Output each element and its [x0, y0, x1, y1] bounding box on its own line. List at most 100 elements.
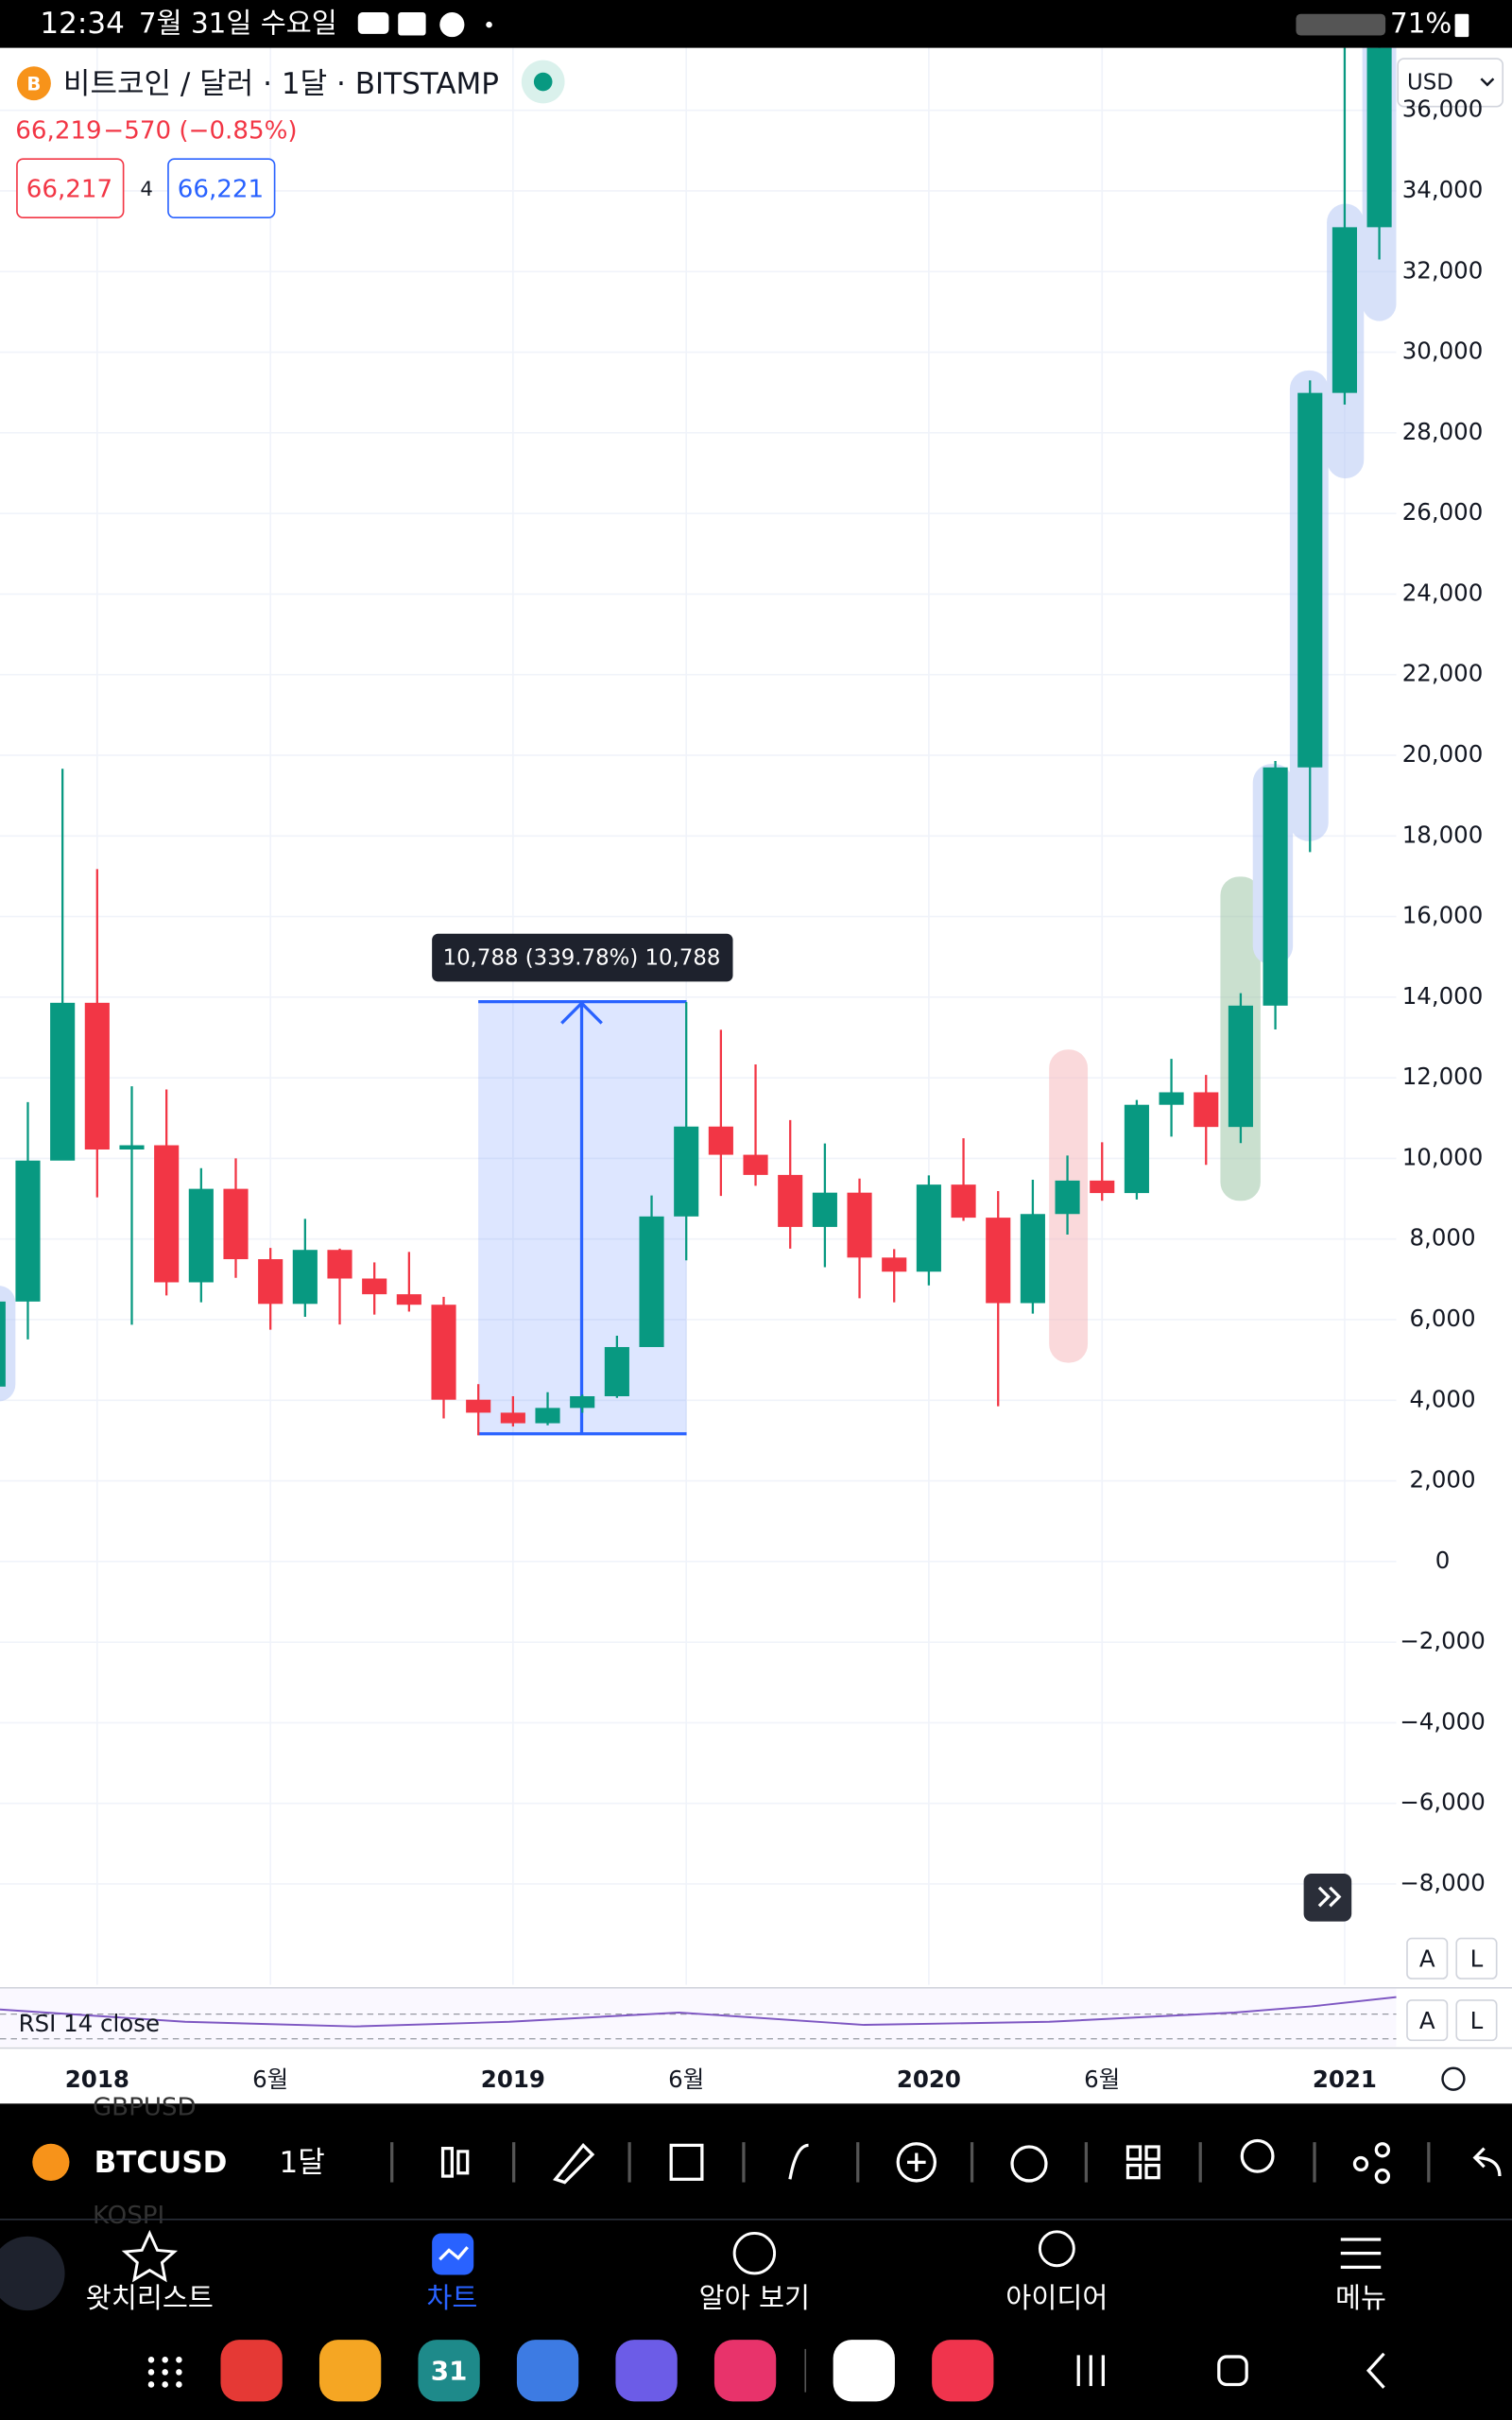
share-icon: [1374, 2142, 1391, 2158]
scroll-icon: [1317, 1886, 1332, 1908]
nav-item[interactable]: 차트: [426, 2282, 477, 2314]
y-tick-label: −2,000: [1400, 1627, 1486, 1654]
nav-bar: 왓치리스트 차트 알아 보기 아이디어 메뉴: [86, 2229, 1386, 2314]
candle-body: [1124, 1104, 1149, 1194]
nav-item[interactable]: 메뉴: [1335, 2282, 1386, 2314]
app-icon[interactable]: [318, 2340, 382, 2402]
candle-body: [362, 1278, 387, 1295]
y-tick-label: −8,000: [1400, 1869, 1486, 1896]
date: 7월 31일 수요일: [139, 8, 337, 40]
ghost-text: GBPUSD: [93, 2094, 197, 2122]
app-icon[interactable]: [615, 2340, 678, 2402]
ideas-icon[interactable]: [1038, 2230, 1075, 2268]
home-button[interactable]: [1217, 2355, 1248, 2387]
app-icon[interactable]: [516, 2340, 579, 2402]
clock: 12:34: [40, 7, 124, 41]
y-tick-label: 30,000: [1402, 337, 1484, 365]
candle-type-icon[interactable]: [440, 2147, 454, 2178]
apps-grid-icon[interactable]: [147, 2357, 182, 2388]
app-icon[interactable]: [713, 2340, 777, 2402]
y-tick-label: −6,000: [1400, 1789, 1486, 1816]
app-icon[interactable]: [932, 2340, 994, 2402]
app-icon[interactable]: [418, 2340, 480, 2402]
candle-body: [882, 1257, 907, 1272]
menu-icon[interactable]: [1340, 2238, 1382, 2269]
candle-body: [986, 1218, 1011, 1304]
draw-fab[interactable]: [0, 2236, 65, 2311]
undo-icon[interactable]: [1472, 2147, 1502, 2177]
layout-icon[interactable]: [1125, 2145, 1143, 2161]
alert-icon[interactable]: [1010, 2145, 1048, 2183]
ask-box[interactable]: [167, 158, 276, 219]
candle-body: [847, 1192, 872, 1258]
candle-body: [431, 1305, 456, 1400]
auto-scale: A: [1419, 2007, 1435, 2034]
draw-icon[interactable]: [552, 2142, 595, 2185]
coin-icon: [16, 66, 51, 101]
layout-icon: [1125, 2163, 1143, 2180]
y-tick-label: 2,000: [1409, 1466, 1475, 1494]
y-tick-label: 0: [1435, 1547, 1451, 1574]
candle-body: [1297, 392, 1323, 768]
price-change: −570 (−0.85%): [103, 116, 297, 145]
candle-body: [0, 1301, 6, 1387]
add-icon[interactable]: [896, 2142, 937, 2183]
idea-icon[interactable]: [1240, 2138, 1275, 2173]
app-icon[interactable]: [220, 2340, 283, 2402]
rsi-pane: [0, 1987, 1397, 2047]
dock: 31: [147, 2340, 1385, 2402]
settings-icon[interactable]: [1441, 2066, 1466, 2091]
candle-body: [500, 1412, 525, 1424]
layout-icon: [1144, 2145, 1160, 2161]
nav-item[interactable]: 왓치리스트: [86, 2282, 214, 2314]
currency-button[interactable]: [1397, 58, 1504, 108]
log-scale: L: [1470, 1945, 1484, 1972]
chart-icon-line: [438, 2246, 469, 2261]
auto-scale-button[interactable]: [1406, 1937, 1449, 1979]
status-icon: [439, 12, 465, 38]
y-tick-label: 14,000: [1402, 982, 1484, 1010]
explore-icon[interactable]: [732, 2231, 777, 2275]
log-scale-button[interactable]: [1455, 1999, 1498, 2042]
bid-box[interactable]: [16, 158, 125, 219]
toolbar-symbol[interactable]: BTCUSD: [94, 2146, 228, 2180]
x-tick-label: 6월: [1084, 2066, 1120, 2093]
nav-item[interactable]: 알아 보기: [699, 2282, 810, 2314]
candle-body: [396, 1294, 421, 1305]
measure-label: 10,788 (339.78%) 10,788: [443, 945, 721, 970]
candle-body: [674, 1126, 699, 1217]
layout-icon: [1144, 2163, 1160, 2180]
share-icon[interactable]: [1352, 2155, 1369, 2172]
candle-body: [50, 1002, 76, 1161]
app-icon[interactable]: [833, 2340, 895, 2402]
measure-tool: [478, 999, 687, 1436]
candles: [0, 47, 1392, 1436]
notes-icon[interactable]: [669, 2143, 704, 2181]
auto-scale-button[interactable]: [1406, 1999, 1449, 2042]
rsi-line: [0, 1996, 1397, 2028]
candle-type-icon[interactable]: [456, 2150, 470, 2175]
currency: USD: [1407, 71, 1453, 95]
battery-icon: [1454, 13, 1469, 38]
candle-body: [1228, 1005, 1253, 1128]
indicators-icon[interactable]: [788, 2143, 809, 2180]
toolbar-interval[interactable]: 1달: [280, 2146, 325, 2180]
coin-icon: [32, 2143, 70, 2181]
watchlist-icon[interactable]: [121, 2229, 179, 2283]
status-icon: [398, 12, 426, 36]
candle-body: [466, 1399, 491, 1413]
candle-body: [15, 1160, 41, 1302]
candle-body: [916, 1184, 941, 1272]
candle-body: [327, 1250, 352, 1279]
log-scale-button[interactable]: [1455, 1937, 1498, 1979]
y-tick-label: 16,000: [1402, 902, 1484, 929]
measure-label-box: [432, 933, 733, 982]
candle-body: [223, 1188, 249, 1260]
bid-price: 66,217: [26, 175, 112, 203]
status-icon: [357, 12, 389, 34]
rsi-label: RSI 14 close: [19, 2010, 160, 2037]
candle-body: [570, 1396, 595, 1409]
candle-body: [188, 1188, 214, 1283]
back-button[interactable]: [1366, 2352, 1385, 2389]
nav-item[interactable]: 아이디어: [1005, 2282, 1108, 2314]
